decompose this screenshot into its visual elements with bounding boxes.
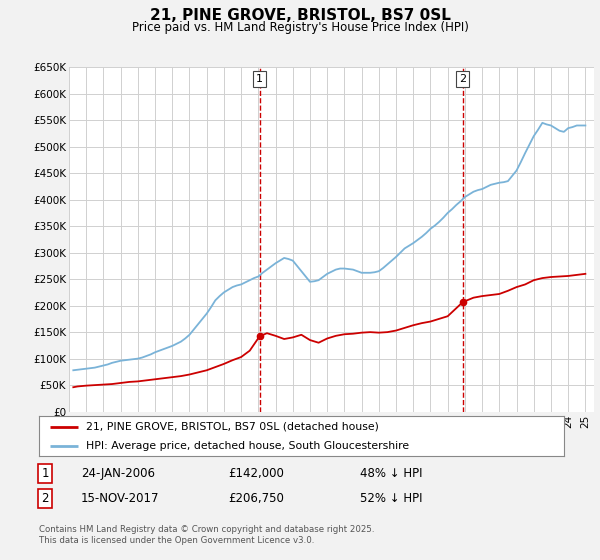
- Text: 1: 1: [41, 466, 49, 480]
- Text: 21, PINE GROVE, BRISTOL, BS7 0SL (detached house): 21, PINE GROVE, BRISTOL, BS7 0SL (detach…: [86, 422, 379, 432]
- Text: £142,000: £142,000: [228, 466, 284, 480]
- Text: 2: 2: [41, 492, 49, 505]
- Text: £206,750: £206,750: [228, 492, 284, 505]
- Text: Price paid vs. HM Land Registry's House Price Index (HPI): Price paid vs. HM Land Registry's House …: [131, 21, 469, 34]
- Text: 21, PINE GROVE, BRISTOL, BS7 0SL: 21, PINE GROVE, BRISTOL, BS7 0SL: [149, 8, 451, 24]
- Text: 2: 2: [459, 74, 466, 84]
- Text: 24-JAN-2006: 24-JAN-2006: [81, 466, 155, 480]
- Text: HPI: Average price, detached house, South Gloucestershire: HPI: Average price, detached house, Sout…: [86, 441, 409, 450]
- Text: Contains HM Land Registry data © Crown copyright and database right 2025.
This d: Contains HM Land Registry data © Crown c…: [39, 525, 374, 545]
- Text: 15-NOV-2017: 15-NOV-2017: [81, 492, 160, 505]
- Text: 48% ↓ HPI: 48% ↓ HPI: [360, 466, 422, 480]
- Text: 1: 1: [256, 74, 263, 84]
- Text: 52% ↓ HPI: 52% ↓ HPI: [360, 492, 422, 505]
